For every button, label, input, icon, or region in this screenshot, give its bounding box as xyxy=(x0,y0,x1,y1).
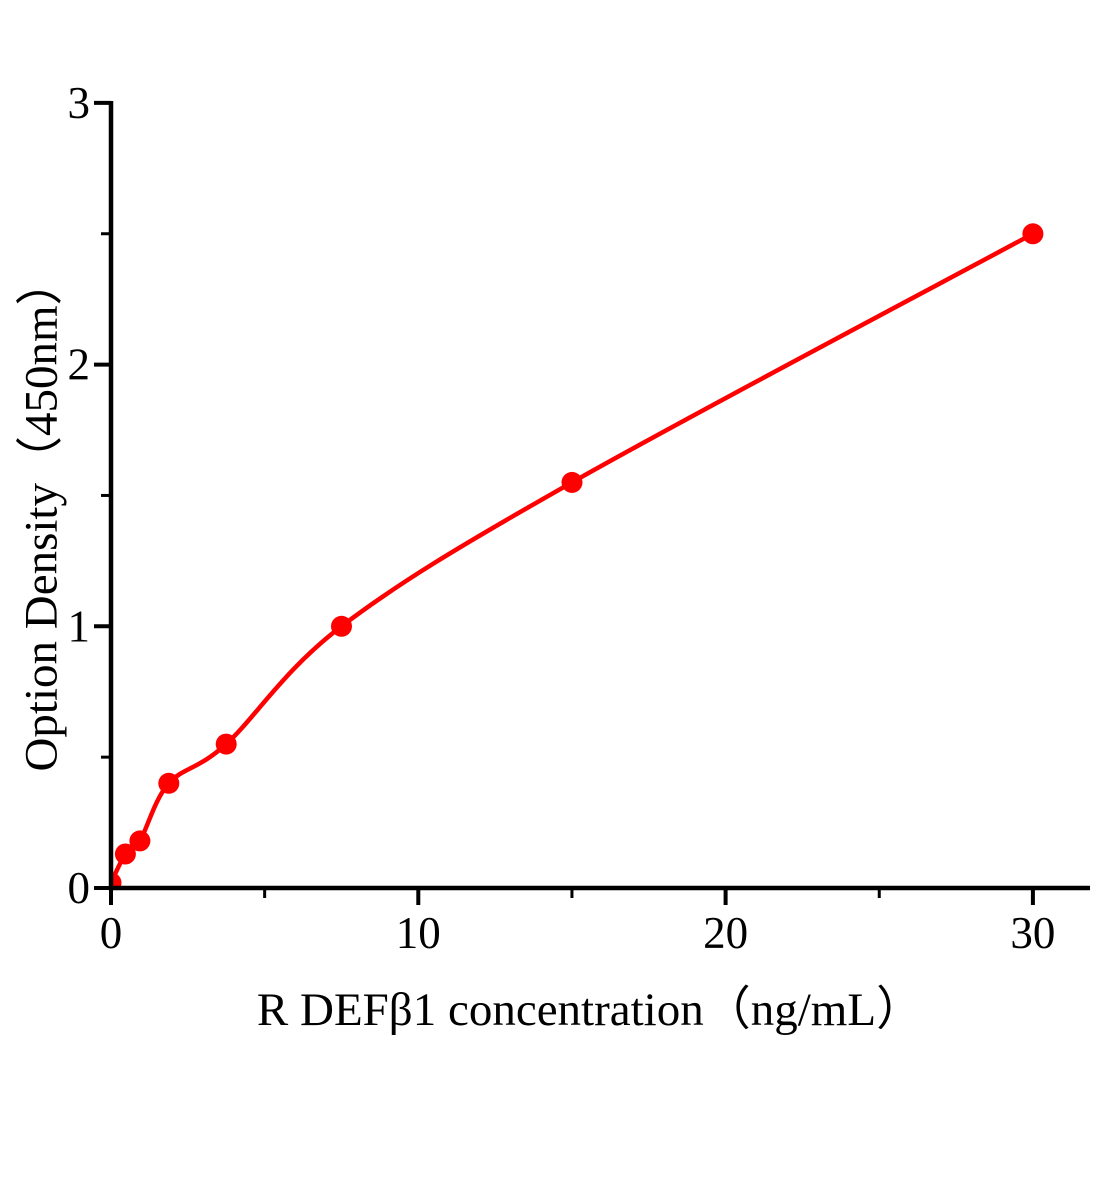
y-axis-title: Option Density（450nm） xyxy=(15,258,68,772)
data-point xyxy=(1022,223,1044,245)
x-tick-label: 10 xyxy=(396,908,441,958)
data-point xyxy=(561,471,583,493)
x-axis-title: R DEFβ1 concentration（ng/mL） xyxy=(256,984,924,1036)
data-point xyxy=(114,843,136,865)
y-tick-label: 2 xyxy=(68,340,91,390)
series-layer xyxy=(113,223,1044,890)
data-point xyxy=(215,733,237,755)
curve-line xyxy=(113,231,1036,884)
data-point xyxy=(129,830,151,852)
tick-label-layer: 0 10 20 30 0 1 2 3 xyxy=(68,78,1056,958)
x-tick-label: 20 xyxy=(703,908,748,958)
data-point xyxy=(331,615,352,637)
data-point xyxy=(158,772,180,794)
y-tick-label: 3 xyxy=(68,78,91,128)
y-tick-label: 1 xyxy=(68,601,91,651)
x-tick-label: 0 xyxy=(100,908,123,958)
axes-layer xyxy=(94,100,1090,905)
data-point xyxy=(113,872,122,890)
x-tick-label: 30 xyxy=(1010,908,1055,958)
y-tick-label: 0 xyxy=(68,863,91,913)
